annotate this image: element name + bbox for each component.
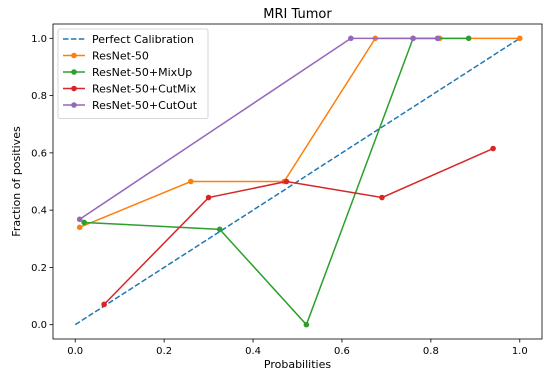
data-point: [303, 321, 310, 328]
legend-label: ResNet-50+CutOut: [92, 99, 198, 112]
x-tick-label: 0.6: [334, 346, 350, 357]
legend-item: ResNet-50+MixUp: [63, 66, 192, 79]
x-tick-label: 0.0: [67, 346, 83, 357]
y-axis-label: Fraction of positives: [10, 126, 23, 237]
data-point: [188, 178, 194, 185]
series-line: [79, 37, 438, 220]
data-point: [81, 219, 87, 226]
legend-marker: [71, 52, 77, 59]
legend-marker: [71, 85, 77, 92]
y-tick-label: 0.2: [31, 263, 47, 274]
data-point: [490, 145, 496, 152]
x-tick-label: 0.2: [156, 346, 172, 357]
y-tick-label: 1.0: [31, 34, 47, 45]
legend-label: Perfect Calibration: [92, 33, 194, 46]
x-tick-label: 0.4: [245, 346, 261, 357]
plot-frame: [52, 23, 543, 340]
data-point: [76, 216, 83, 223]
legend: Perfect Calibration ResNet-50 ResNet-50+Mi…: [57, 28, 209, 119]
legend-item: Perfect Calibration: [63, 33, 194, 46]
x-axis-label: Probabilities: [264, 358, 331, 371]
data-point: [379, 194, 385, 201]
plot-area: [74, 35, 523, 328]
x-tick-label: 0.8: [423, 346, 439, 357]
x-axis-ticks: 0.0 0.2 0.4 0.6 0.8 1.0: [67, 339, 528, 357]
data-point: [205, 194, 212, 201]
legend-label: ResNet-50: [92, 50, 149, 63]
data-point: [465, 35, 472, 42]
y-tick-label: 0.0: [31, 320, 47, 331]
x-tick-label: 1.0: [512, 346, 528, 357]
y-tick-label: 0.8: [31, 91, 47, 102]
legend-label: ResNet-50+CutMix: [92, 83, 197, 96]
y-tick-label: 0.6: [31, 148, 47, 159]
legend-item: ResNet-50+CutMix: [63, 83, 197, 96]
series-resnet-50-cutout: [76, 35, 441, 223]
series-line: [74, 37, 521, 326]
data-point: [410, 35, 416, 42]
legend-label: ResNet-50+MixUp: [92, 66, 192, 79]
data-point: [516, 35, 523, 42]
series-perfect-calibration: [74, 37, 521, 326]
data-point: [434, 35, 441, 42]
data-point: [216, 226, 223, 233]
legend-item: ResNet-50: [63, 50, 149, 63]
legend-marker: [71, 102, 77, 108]
legend-marker: [71, 69, 77, 75]
data-point: [348, 35, 354, 42]
chart-title: MRI Tumor: [263, 7, 332, 22]
y-tick-label: 0.4: [31, 206, 47, 217]
data-point: [101, 301, 107, 308]
legend-item: ResNet-50+CutOut: [63, 99, 198, 112]
data-point: [76, 224, 83, 231]
legend-box: [57, 28, 209, 119]
data-point: [283, 178, 290, 185]
series-resnet-50-cutmix: [101, 145, 496, 308]
y-axis-ticks: 0.0 0.2 0.4 0.6 0.8 1.0: [31, 34, 53, 331]
